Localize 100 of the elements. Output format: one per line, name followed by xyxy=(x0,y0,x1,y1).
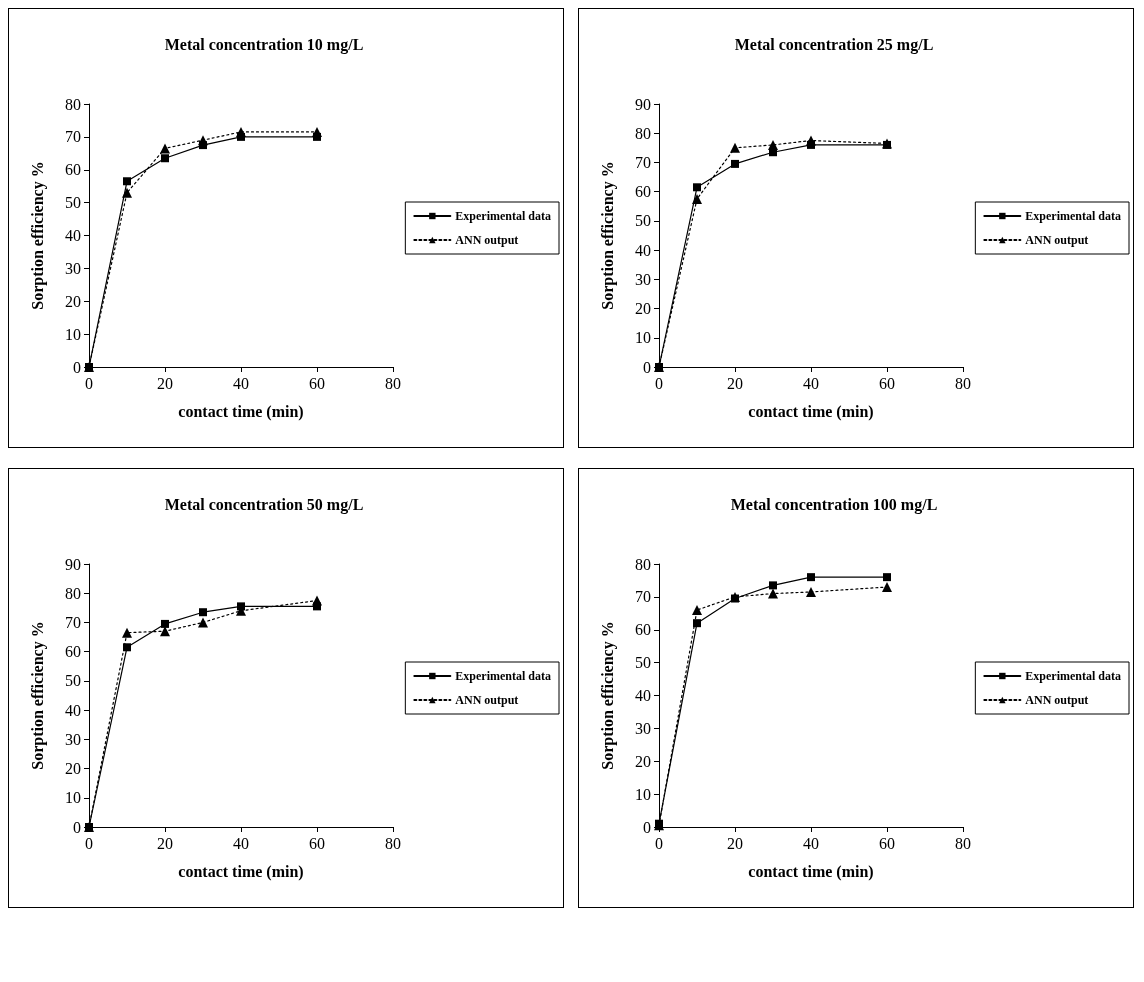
point xyxy=(806,135,816,146)
x-tick-label: 20 xyxy=(727,374,743,392)
point xyxy=(198,617,208,628)
y-tick-label: 20 xyxy=(635,300,651,318)
y-tick-label: 20 xyxy=(635,752,651,770)
point xyxy=(693,183,701,192)
legend-label: ANN output xyxy=(455,233,519,247)
y-tick-label: 10 xyxy=(65,789,81,807)
point xyxy=(236,126,246,137)
y-axis-title: Sorption efficiency % xyxy=(598,161,617,310)
y-tick-label: 40 xyxy=(635,687,651,704)
y-tick-label: 80 xyxy=(635,555,651,573)
point xyxy=(312,595,322,606)
legend-label: ANN output xyxy=(1025,693,1089,707)
y-tick-label: 90 xyxy=(635,95,651,113)
y-tick-label: 0 xyxy=(643,358,651,376)
y-tick-label: 30 xyxy=(635,719,651,737)
point xyxy=(882,582,892,593)
legend-label: Experimental data xyxy=(1025,669,1122,683)
x-tick-label: 60 xyxy=(879,834,895,852)
y-tick-label: 30 xyxy=(65,730,81,748)
y-tick-label: 20 xyxy=(65,760,81,778)
point xyxy=(693,619,701,628)
y-axis-title: Sorption efficiency % xyxy=(28,161,47,310)
y-tick-label: 50 xyxy=(65,672,81,690)
x-tick-label: 0 xyxy=(85,374,93,392)
x-tick-label: 20 xyxy=(157,374,173,392)
y-tick-label: 30 xyxy=(65,259,81,277)
y-tick-label: 20 xyxy=(65,292,81,310)
x-axis-title: contact time (min) xyxy=(178,402,304,421)
y-tick-label: 80 xyxy=(65,584,81,602)
x-tick-label: 20 xyxy=(157,834,173,852)
y-tick-label: 40 xyxy=(65,227,81,244)
y-tick-label: 40 xyxy=(635,241,651,259)
x-tick-label: 80 xyxy=(955,374,971,392)
point xyxy=(768,588,778,599)
y-tick-label: 90 xyxy=(65,555,81,573)
y-tick-label: 70 xyxy=(65,128,81,146)
x-axis-title: contact time (min) xyxy=(748,402,874,421)
y-axis-title: Sorption efficiency % xyxy=(28,621,47,770)
point xyxy=(768,139,778,150)
point xyxy=(731,159,739,168)
y-tick-label: 70 xyxy=(635,153,651,171)
y-tick-label: 70 xyxy=(635,588,651,606)
x-tick-label: 80 xyxy=(955,834,971,852)
y-axis-title: Sorption efficiency % xyxy=(598,621,617,770)
chart-title: Metal concentration 50 mg/L xyxy=(164,495,364,514)
point xyxy=(199,608,207,617)
point xyxy=(123,177,131,186)
y-tick-label: 30 xyxy=(635,270,651,288)
y-tick-label: 60 xyxy=(65,643,81,661)
y-tick-label: 50 xyxy=(635,654,651,672)
x-tick-label: 60 xyxy=(879,374,895,392)
point xyxy=(807,573,815,582)
y-tick-label: 10 xyxy=(635,785,651,803)
x-tick-label: 80 xyxy=(385,374,401,392)
point xyxy=(806,586,816,597)
y-tick-label: 0 xyxy=(73,818,81,836)
x-tick-label: 80 xyxy=(385,834,401,852)
y-tick-label: 60 xyxy=(65,161,81,179)
x-tick-label: 0 xyxy=(85,834,93,852)
x-axis-title: contact time (min) xyxy=(178,862,304,881)
point xyxy=(730,142,740,153)
y-tick-label: 60 xyxy=(635,621,651,639)
point xyxy=(769,581,777,590)
y-tick-label: 10 xyxy=(635,329,651,347)
legend-label: ANN output xyxy=(1025,233,1089,247)
point xyxy=(883,573,891,582)
legend-label: ANN output xyxy=(455,693,519,707)
legend-label: Experimental data xyxy=(455,669,552,683)
x-tick-label: 0 xyxy=(655,834,663,852)
x-tick-label: 40 xyxy=(233,374,249,392)
y-tick-label: 0 xyxy=(73,358,81,376)
point xyxy=(161,619,169,628)
chart-title: Metal concentration 10 mg/L xyxy=(164,35,364,54)
x-tick-label: 0 xyxy=(655,374,663,392)
y-tick-label: 70 xyxy=(65,613,81,631)
y-tick-label: 40 xyxy=(65,701,81,719)
chart-title: Metal concentration 25 mg/L xyxy=(734,35,934,54)
x-tick-label: 60 xyxy=(309,374,325,392)
chart-title: Metal concentration 100 mg/L xyxy=(730,495,938,514)
y-tick-label: 10 xyxy=(65,325,81,343)
point xyxy=(160,626,170,637)
point xyxy=(122,187,132,198)
point xyxy=(122,627,132,638)
x-tick-label: 40 xyxy=(803,374,819,392)
y-tick-label: 80 xyxy=(635,124,651,142)
point xyxy=(123,643,131,652)
point xyxy=(160,143,170,154)
x-tick-label: 40 xyxy=(233,834,249,852)
x-tick-label: 20 xyxy=(727,834,743,852)
legend-label: Experimental data xyxy=(1025,209,1122,223)
point xyxy=(161,154,169,163)
y-tick-label: 50 xyxy=(635,212,651,230)
point xyxy=(198,135,208,146)
y-tick-label: 80 xyxy=(65,95,81,113)
x-tick-label: 40 xyxy=(803,834,819,852)
y-tick-label: 50 xyxy=(65,194,81,212)
y-tick-label: 60 xyxy=(635,183,651,201)
legend-label: Experimental data xyxy=(455,209,552,223)
